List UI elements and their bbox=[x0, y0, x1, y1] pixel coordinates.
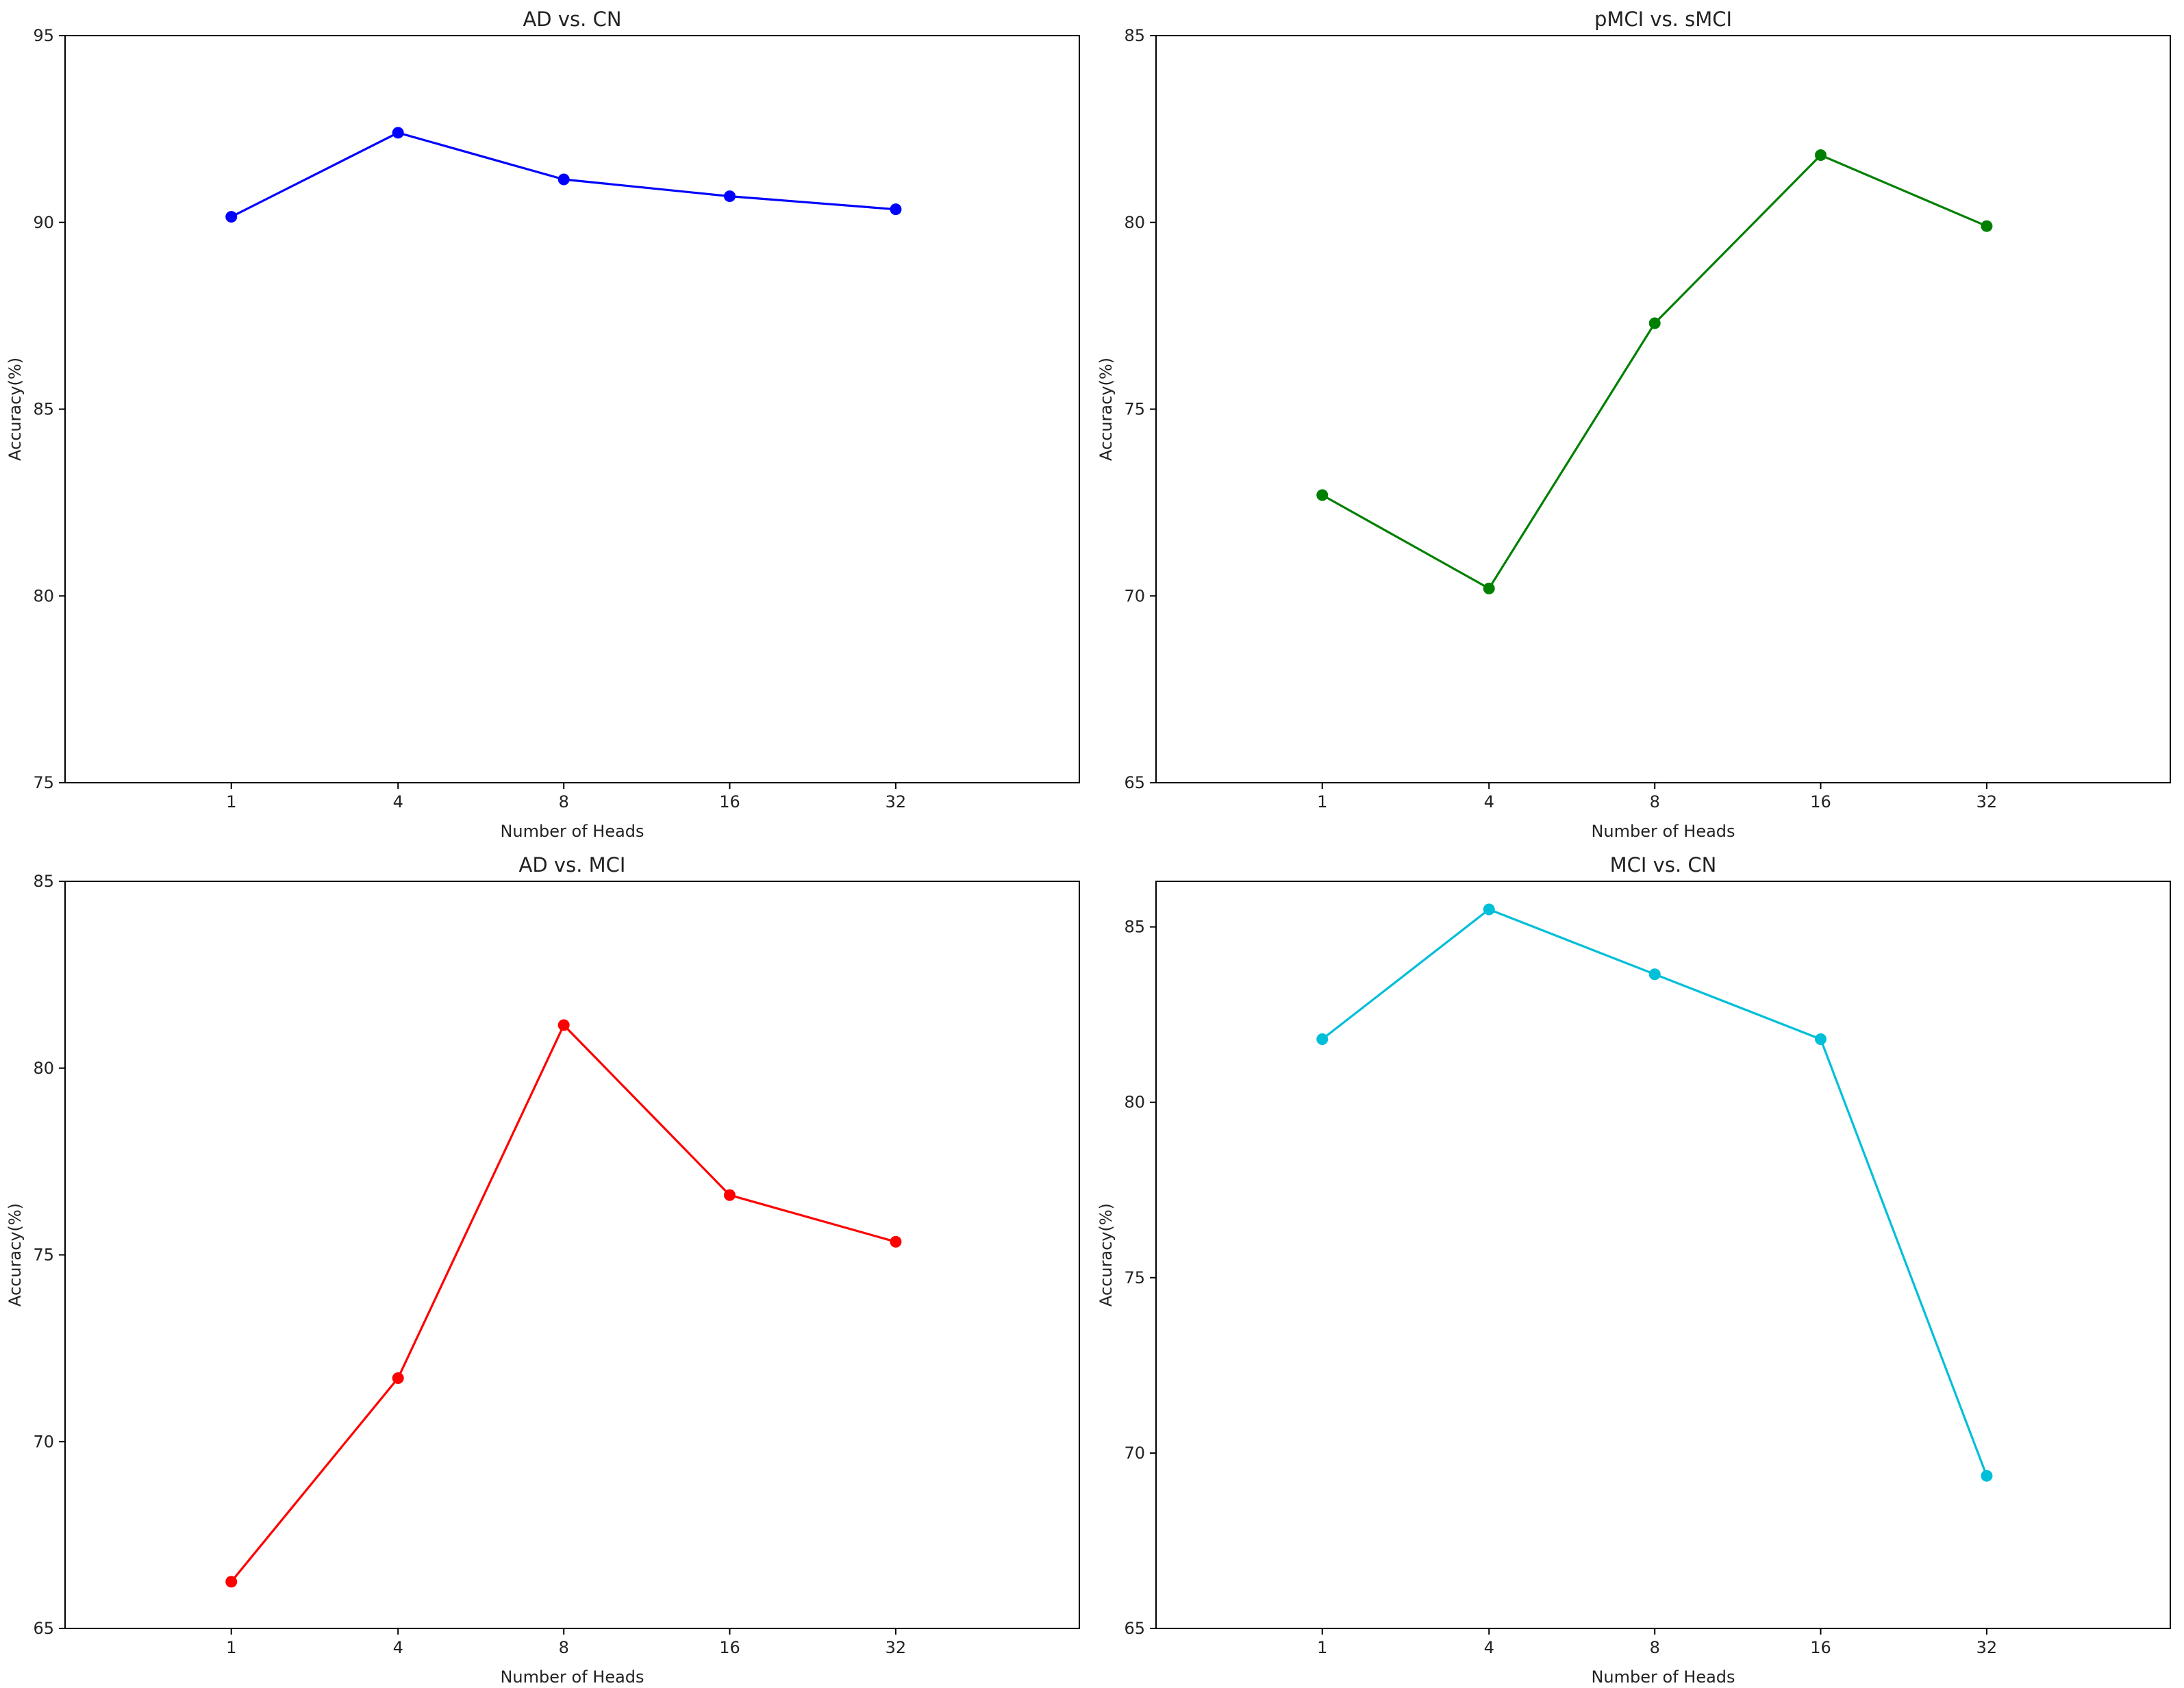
chart-title: AD vs. CN bbox=[523, 8, 621, 31]
y-tick-label: 75 bbox=[33, 1246, 54, 1265]
x-axis-label: Number of Heads bbox=[500, 822, 644, 841]
chart-title: AD vs. MCI bbox=[519, 853, 626, 877]
x-tick-label: 8 bbox=[559, 1638, 569, 1657]
chart-panel-4: 65 70 75 80 85 1 4 8 16 32 MCI vs. CN Number of Hea… bbox=[1096, 853, 2171, 1687]
y-tick-label: 80 bbox=[33, 1059, 54, 1078]
y-tick-label: 85 bbox=[1124, 26, 1145, 45]
x-tick-label: 32 bbox=[886, 1638, 907, 1657]
y-tick-label: 75 bbox=[33, 773, 54, 792]
chart-panel-1: 75 80 85 90 95 1 4 8 16 32 AD vs. CN Number of Head… bbox=[5, 8, 1080, 841]
data-point bbox=[1648, 317, 1661, 329]
x-tick-label: 4 bbox=[1484, 792, 1494, 811]
x-tick-label: 16 bbox=[719, 1638, 740, 1657]
y-tick-label: 65 bbox=[33, 1619, 54, 1638]
data-point bbox=[890, 203, 902, 216]
data-point bbox=[723, 190, 736, 203]
data-point bbox=[890, 1235, 902, 1248]
x-tick-label: 1 bbox=[226, 792, 236, 811]
chart-title: pMCI vs. sMCI bbox=[1594, 8, 1732, 31]
data-point bbox=[225, 1576, 238, 1588]
y-tick-label: 80 bbox=[1124, 213, 1145, 232]
x-tick-label: 32 bbox=[1976, 792, 1998, 811]
y-axis-label: Accuracy(%) bbox=[1096, 357, 1116, 461]
data-point bbox=[557, 1019, 570, 1031]
y-tick-label: 70 bbox=[1124, 586, 1145, 605]
x-tick-label: 32 bbox=[886, 792, 907, 811]
y-tick-label: 75 bbox=[1124, 400, 1145, 419]
x-tick-label: 4 bbox=[1484, 1638, 1494, 1657]
y-tick-label: 65 bbox=[1124, 1619, 1145, 1638]
y-axis-label: Accuracy(%) bbox=[5, 1203, 25, 1307]
y-tick-label: 65 bbox=[1124, 773, 1145, 792]
data-point bbox=[1981, 220, 1993, 232]
data-point bbox=[392, 1372, 404, 1385]
x-tick-label: 8 bbox=[559, 792, 569, 811]
data-point bbox=[557, 173, 570, 186]
x-axis-label: Number of Heads bbox=[1591, 1667, 1735, 1687]
x-tick-label: 1 bbox=[1317, 792, 1327, 811]
data-point bbox=[1483, 903, 1495, 916]
x-tick-label: 8 bbox=[1650, 1638, 1660, 1657]
data-point bbox=[1814, 149, 1827, 162]
x-tick-label: 32 bbox=[1976, 1638, 1998, 1657]
y-tick-label: 90 bbox=[33, 213, 54, 232]
data-point bbox=[1316, 1033, 1329, 1045]
chart-panel-2: 65 70 75 80 85 1 4 8 16 32 pMCI vs. sMCI Number of … bbox=[1096, 8, 2171, 841]
y-tick-label: 80 bbox=[33, 586, 54, 605]
x-tick-label: 1 bbox=[226, 1638, 236, 1657]
x-tick-label: 4 bbox=[393, 1638, 403, 1657]
data-point bbox=[723, 1189, 736, 1201]
data-point bbox=[1981, 1470, 1993, 1482]
x-tick-label: 8 bbox=[1650, 792, 1660, 811]
data-point bbox=[225, 211, 238, 223]
y-tick-label: 80 bbox=[1124, 1093, 1145, 1112]
x-tick-label: 1 bbox=[1317, 1638, 1327, 1657]
y-tick-label: 95 bbox=[33, 26, 54, 45]
chart-panel-3: 65 70 75 80 85 1 4 8 16 32 AD vs. MCI Number of Hea… bbox=[5, 853, 1080, 1687]
data-point bbox=[1483, 582, 1495, 594]
plot-frame bbox=[1155, 881, 2171, 1629]
x-tick-label: 4 bbox=[393, 792, 403, 811]
y-axis-label: Accuracy(%) bbox=[1096, 1203, 1116, 1307]
x-axis-label: Number of Heads bbox=[1591, 822, 1735, 841]
x-tick-label: 16 bbox=[719, 792, 740, 811]
y-axis-label: Accuracy(%) bbox=[5, 357, 25, 461]
data-point bbox=[1648, 968, 1661, 981]
y-tick-label: 70 bbox=[1124, 1444, 1145, 1463]
y-tick-label: 70 bbox=[33, 1432, 54, 1451]
x-axis-label: Number of Heads bbox=[500, 1667, 644, 1687]
data-point bbox=[1316, 489, 1329, 501]
y-tick-label: 85 bbox=[33, 400, 54, 419]
x-tick-label: 16 bbox=[1810, 1638, 1831, 1657]
y-tick-label: 85 bbox=[1124, 918, 1145, 937]
data-point bbox=[392, 127, 404, 139]
y-tick-label: 85 bbox=[33, 872, 54, 891]
y-tick-label: 75 bbox=[1124, 1268, 1145, 1287]
chart-title: MCI vs. CN bbox=[1610, 853, 1717, 877]
x-tick-label: 16 bbox=[1810, 792, 1831, 811]
data-point bbox=[1814, 1033, 1827, 1045]
